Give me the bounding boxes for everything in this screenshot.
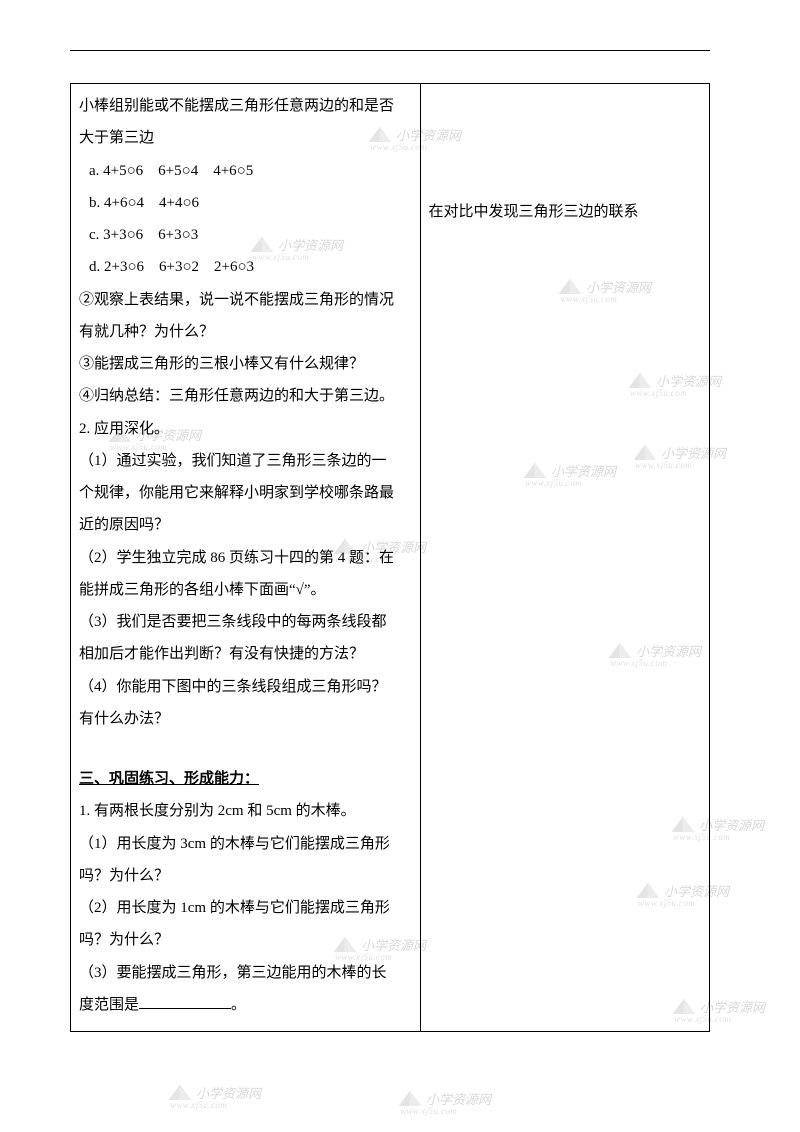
content-table: 小棒组别能或不能摆成三角形任意两边的和是否 大于第三边 a. 4+5○6 6+5… (70, 83, 710, 1032)
exercise-line: （2）用长度为 1cm 的木棒与它们能摆成三角形 (79, 892, 412, 924)
exercise-line: 1. 有两根长度分别为 2cm 和 5cm 的木棒。 (79, 795, 412, 827)
exercise-line: 度范围是 。 (79, 989, 412, 1021)
paragraph-line: （4）你能用下图中的三条线段组成三角形吗？ (79, 671, 412, 703)
exercise-line: 吗？为什么？ (79, 924, 412, 956)
question-2-line: 有就几种？为什么？ (79, 316, 412, 348)
right-column: 在对比中发现三角形三边的联系 (420, 84, 709, 1032)
paragraph-line: 有什么办法？ (79, 703, 412, 735)
paragraph-line: （3）我们是否要把三条线段中的每两条线段都 (79, 606, 412, 638)
intro-line: 小棒组别能或不能摆成三角形任意两边的和是否 (79, 90, 412, 122)
paragraph-line: （2）学生独立完成 86 页练习十四的第 4 题：在 (79, 542, 412, 574)
option-a: a. 4+5○6 6+5○4 4+6○5 (79, 155, 412, 187)
table-row: 小棒组别能或不能摆成三角形任意两边的和是否 大于第三边 a. 4+5○6 6+5… (71, 84, 710, 1032)
exercise-line: （1）用长度为 3cm 的木棒与它们能摆成三角形 (79, 828, 412, 860)
blank-spacer (79, 735, 412, 749)
option-c: c. 3+3○6 6+3○3 (79, 219, 412, 251)
paragraph-line: 能拼成三角形的各组小棒下面画“√”。 (79, 574, 412, 606)
watermark: 小学资源网www.xj5u.com (400, 1088, 491, 1117)
exercise-text-suffix: 。 (231, 997, 246, 1013)
option-d: d. 2+3○6 6+3○2 2+6○3 (79, 251, 412, 283)
paragraph-line: （1）通过实验，我们知道了三角形三条边的一 (79, 445, 412, 477)
paragraph-line: 近的原因吗？ (79, 509, 412, 541)
paragraph-line: 个规律，你能用它来解释小明家到学校哪条路最 (79, 477, 412, 509)
fill-in-blank[interactable] (139, 994, 231, 1009)
section-3-heading-text: 三、巩固练习、形成能力： (79, 763, 259, 795)
right-note: 在对比中发现三角形三边的联系 (429, 90, 701, 228)
intro-line: 大于第三边 (79, 122, 412, 154)
paragraph-line: 相加后才能作出判断？有没有快捷的方法？ (79, 638, 412, 670)
question-2-line: ②观察上表结果，说一说不能摆成三角形的情况 (79, 284, 412, 316)
left-column: 小棒组别能或不能摆成三角形任意两边的和是否 大于第三边 a. 4+5○6 6+5… (71, 84, 421, 1032)
section-2-title: 2. 应用深化。 (79, 413, 412, 445)
document-page: 小棒组别能或不能摆成三角形任意两边的和是否 大于第三边 a. 4+5○6 6+5… (0, 0, 800, 1072)
section-3-heading: 三、巩固练习、形成能力： (79, 749, 412, 795)
page-top-rule (70, 50, 710, 51)
question-4-line: ④归纳总结：三角形任意两边的和大于第三边。 (79, 380, 412, 412)
exercise-line: 吗？为什么？ (79, 860, 412, 892)
question-3-line: ③能摆成三角形的三根小棒又有什么规律？ (79, 348, 412, 380)
exercise-text-prefix: 度范围是 (79, 997, 139, 1013)
option-b: b. 4+6○4 4+4○6 (79, 187, 412, 219)
exercise-line: （3）要能摆成三角形，第三边能用的木棒的长 (79, 957, 412, 989)
watermark: 小学资源网www.xj5u.com (170, 1082, 261, 1111)
